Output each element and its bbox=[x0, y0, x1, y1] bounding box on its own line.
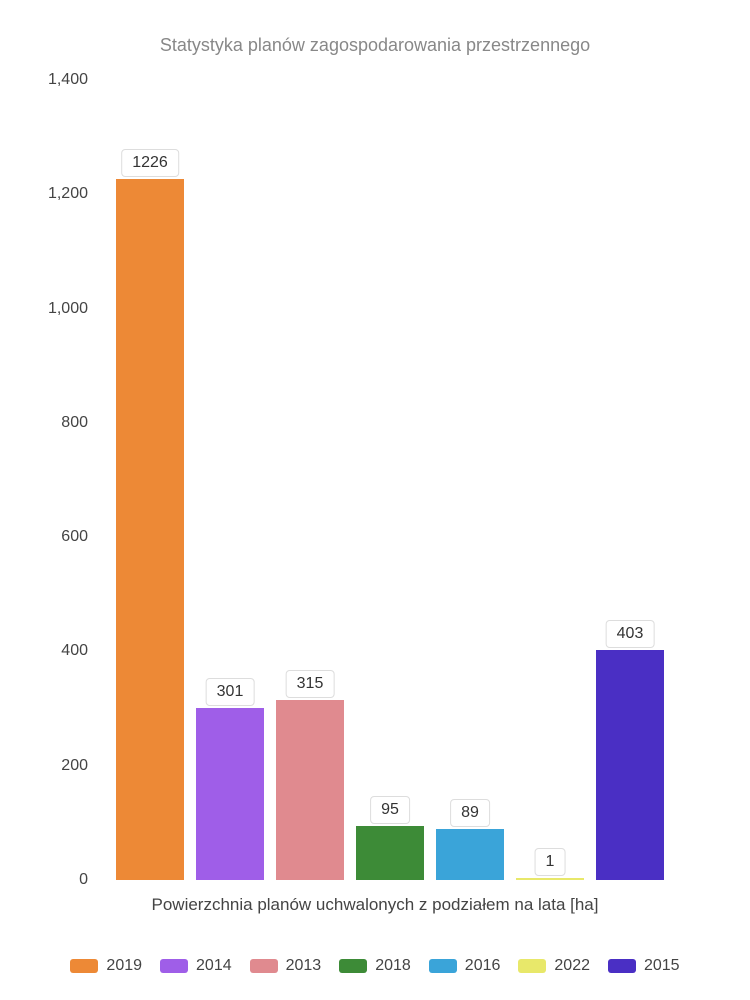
chart-container: Statystyka planów zagospodarowania przes… bbox=[0, 0, 750, 1000]
legend-label: 2014 bbox=[196, 957, 232, 975]
bar-2014: 301 bbox=[196, 708, 264, 880]
y-tick: 1,200 bbox=[8, 185, 88, 203]
legend-item-2019: 2019 bbox=[70, 957, 142, 975]
y-tick: 600 bbox=[8, 528, 88, 546]
bar-value-label: 315 bbox=[286, 670, 335, 698]
bar-2018: 95 bbox=[356, 826, 424, 880]
legend-swatch bbox=[70, 959, 98, 973]
plot-area: 122630131595891403 bbox=[110, 80, 670, 880]
y-axis: 02004006008001,0001,2001,400 bbox=[0, 80, 100, 880]
y-tick: 800 bbox=[8, 414, 88, 432]
y-tick: 1,400 bbox=[8, 71, 88, 89]
legend-swatch bbox=[250, 959, 278, 973]
bar-2022: 1 bbox=[516, 878, 584, 880]
legend-swatch bbox=[160, 959, 188, 973]
legend-label: 2016 bbox=[465, 957, 501, 975]
x-axis-label: Powierzchnia planów uchwalonych z podzia… bbox=[0, 895, 750, 915]
legend-swatch bbox=[518, 959, 546, 973]
legend-label: 2019 bbox=[106, 957, 142, 975]
bar-2015: 403 bbox=[596, 650, 664, 880]
bar-2013: 315 bbox=[276, 700, 344, 880]
chart-legend: 2019 2014 2013 2018 2016 2022 2015 bbox=[0, 957, 750, 975]
bar-value-label: 1226 bbox=[121, 149, 179, 177]
bar-value-label: 301 bbox=[206, 678, 255, 706]
y-tick: 400 bbox=[8, 642, 88, 660]
y-tick: 200 bbox=[8, 757, 88, 775]
legend-item-2014: 2014 bbox=[160, 957, 232, 975]
bar-2019: 1226 bbox=[116, 179, 184, 880]
bar-value-label: 403 bbox=[606, 620, 655, 648]
legend-item-2016: 2016 bbox=[429, 957, 501, 975]
legend-item-2022: 2022 bbox=[518, 957, 590, 975]
legend-label: 2018 bbox=[375, 957, 411, 975]
legend-swatch bbox=[608, 959, 636, 973]
bar-value-label: 95 bbox=[370, 796, 410, 824]
legend-label: 2015 bbox=[644, 957, 680, 975]
legend-label: 2022 bbox=[554, 957, 590, 975]
legend-item-2015: 2015 bbox=[608, 957, 680, 975]
bar-value-label: 89 bbox=[450, 799, 490, 827]
chart-title: Statystyka planów zagospodarowania przes… bbox=[0, 0, 750, 56]
bar-2016: 89 bbox=[436, 829, 504, 880]
bar-value-label: 1 bbox=[535, 848, 566, 876]
legend-swatch bbox=[429, 959, 457, 973]
y-tick: 0 bbox=[8, 871, 88, 889]
legend-swatch bbox=[339, 959, 367, 973]
legend-item-2018: 2018 bbox=[339, 957, 411, 975]
legend-label: 2013 bbox=[286, 957, 322, 975]
legend-item-2013: 2013 bbox=[250, 957, 322, 975]
y-tick: 1,000 bbox=[8, 300, 88, 318]
